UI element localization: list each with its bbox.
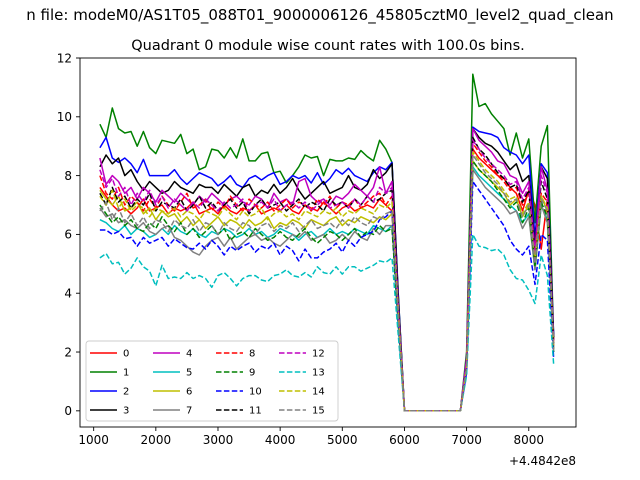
series-line-14 bbox=[99, 151, 555, 412]
x-tick-label: 4000 bbox=[265, 433, 296, 447]
legend-label-9: 9 bbox=[249, 368, 255, 379]
x-tick-label: 6000 bbox=[389, 433, 420, 447]
series-line-8 bbox=[99, 142, 555, 412]
legend-label-8: 8 bbox=[249, 349, 255, 360]
series-line-9 bbox=[99, 160, 555, 412]
series-line-6 bbox=[99, 160, 555, 412]
series-line-1 bbox=[99, 73, 555, 412]
series-line-10 bbox=[99, 180, 555, 412]
series-line-13 bbox=[99, 233, 555, 412]
y-tick-label: 12 bbox=[57, 51, 72, 65]
legend-label-6: 6 bbox=[186, 387, 192, 398]
legend-label-2: 2 bbox=[123, 387, 129, 398]
y-tick-label: 8 bbox=[64, 169, 72, 183]
chart-title: Quadrant 0 module wise count rates with … bbox=[131, 38, 525, 54]
figure-suptitle: n file: modeM0/AS1T05_088T01_9000006126_… bbox=[26, 6, 613, 25]
y-tick-label: 4 bbox=[64, 287, 72, 301]
legend-label-13: 13 bbox=[312, 368, 325, 379]
x-tick-label: 8000 bbox=[513, 433, 544, 447]
legend-label-0: 0 bbox=[123, 349, 129, 360]
x-tick-label: 5000 bbox=[327, 433, 358, 447]
legend-label-12: 12 bbox=[312, 349, 325, 360]
series-line-7 bbox=[99, 168, 555, 412]
series-line-5 bbox=[99, 166, 555, 412]
plot-area: 1000 2000 3000 4000 5000 6000 7000 8000+4.4842e… bbox=[57, 51, 577, 468]
x-tick-label: 3000 bbox=[203, 433, 234, 447]
series-line-3 bbox=[99, 127, 555, 412]
legend-label-15: 15 bbox=[312, 406, 325, 417]
legend-label-7: 7 bbox=[186, 406, 192, 417]
y-tick-label: 2 bbox=[64, 345, 72, 359]
legend-label-11: 11 bbox=[249, 406, 262, 417]
y-tick-label: 6 bbox=[64, 228, 72, 242]
legend-label-3: 3 bbox=[123, 406, 129, 417]
legend-label-4: 4 bbox=[186, 349, 192, 360]
legend-label-5: 5 bbox=[186, 368, 192, 379]
x-tick-label: 2000 bbox=[141, 433, 172, 447]
legend-box bbox=[85, 340, 339, 422]
x-tick-label: 1000 bbox=[78, 433, 109, 447]
axes-frame bbox=[79, 57, 577, 428]
series-line-15 bbox=[99, 154, 555, 412]
x-offset-label: +4.4842e8 bbox=[509, 454, 576, 468]
legend-label-1: 1 bbox=[123, 368, 129, 379]
legend-label-10: 10 bbox=[249, 387, 262, 398]
legend-label-14: 14 bbox=[312, 387, 325, 398]
x-tick-label: 7000 bbox=[451, 433, 482, 447]
series-line-2 bbox=[99, 126, 555, 412]
series-line-12 bbox=[99, 139, 555, 412]
y-tick-label: 0 bbox=[64, 404, 72, 418]
y-tick-label: 10 bbox=[57, 110, 72, 124]
